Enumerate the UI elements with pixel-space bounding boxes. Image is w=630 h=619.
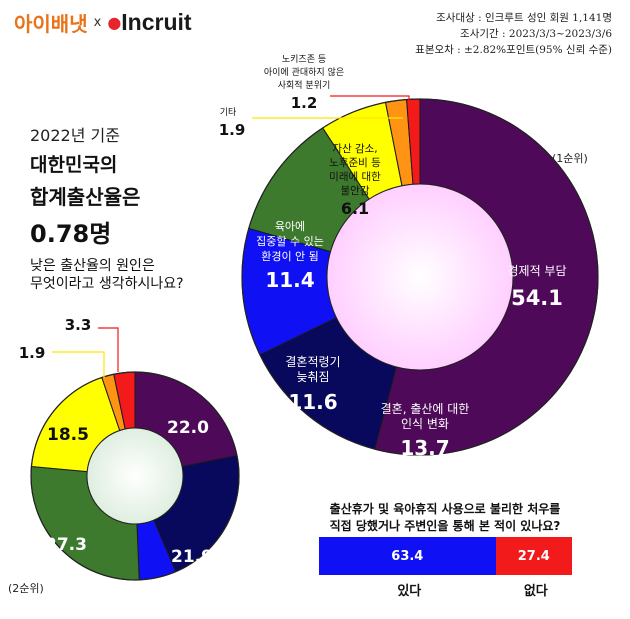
question-rate-value: 0.78명 (30, 220, 112, 248)
donut1-label-4c: 미래에 대한 (329, 171, 381, 183)
donut1-value-0: 54.1 (511, 286, 563, 310)
brand-dot-icon: ● (107, 12, 122, 32)
survey-info: 조사대상 : 인크루트 성인 회원 1,141명 조사기간 : 2023/3/3… (415, 10, 612, 58)
donut1-labels: 경제적 부담 54.1 결혼, 출산에 대한 인식 변화 13.7 결혼적령기 … (256, 220, 566, 460)
donut1-label-6c: 사회적 분위기 (278, 79, 331, 91)
donut1-value-2: 11.6 (288, 390, 337, 414)
donut1-labels-dark: 자산 감소, 노후준비 등 미래에 대한 불안감 6.1 기타 1.9 노키즈존… (219, 54, 381, 218)
donut2-value-5: 1.9 (19, 344, 46, 362)
donut1-center-hole (326, 183, 514, 371)
donut1-label-2a: 결혼적령기 (285, 355, 340, 369)
donut1-label-1a: 결혼, 출산에 대한 (381, 402, 470, 416)
brand-incruit: Incruit (121, 8, 192, 35)
rank1-label: (1순위) (552, 152, 588, 165)
donut1-label-4a: 자산 감소, (332, 143, 377, 155)
bar-question-line2: 직접 당했거나 주변인을 통해 본 적이 있나요? (329, 519, 561, 533)
donut1-label-3a: 육아에 (275, 220, 305, 233)
leader-line-nokids-2 (98, 327, 119, 372)
brand-separator: x (93, 14, 102, 30)
bar-label-yes: 있다 (397, 584, 422, 599)
question-ask-line2: 무엇이라고 생각하시나요? (30, 276, 184, 292)
question-country: 대한민국의 (30, 154, 118, 176)
donut1-label-3c: 환경이 안 됨 (261, 250, 319, 263)
survey-period: 조사기간 : 2023/3/3~2023/3/6 (460, 28, 612, 40)
stacked-bar: 63.4 27.4 (319, 537, 572, 575)
leader-line-etc-2 (52, 351, 105, 378)
donut2-value-2: 5.8 (138, 583, 165, 601)
donut1-label-5: 기타 (220, 107, 237, 118)
donut-chart-rank1 (241, 98, 599, 456)
donut2-value-6: 3.3 (65, 316, 92, 334)
bar-question: 출산휴가 및 육아휴직 사용으로 불리한 처우를 직접 당했거나 주변인을 통해… (318, 501, 572, 535)
donut2-labels: 22.0 21.9 5.8 27.3 18.5 1.9 3.3 (19, 316, 213, 601)
donut1-value-4: 6.1 (341, 199, 369, 218)
donut2-value-4: 18.5 (47, 425, 89, 445)
donut2-value-3: 27.3 (45, 535, 87, 555)
donut2-leaders (52, 327, 119, 378)
question-rate-label: 합계출산율은 (30, 185, 141, 209)
logo: 아이배냇 x ● Incruit (14, 7, 192, 37)
donut1-label-6a: 노키즈존 등 (282, 54, 326, 65)
donut1-value-1: 13.7 (400, 436, 449, 460)
donut1-label-2b: 늦춰짐 (296, 370, 329, 384)
question-ask-line1: 낮은 출산율의 원인은 (30, 258, 155, 274)
brand-ibabenet: 아이배냇 (14, 11, 88, 36)
donut-chart-rank2 (30, 371, 240, 581)
donut1-value-6: 1.2 (291, 94, 318, 112)
donut1-value-5: 1.9 (219, 121, 246, 139)
bar-segment-yes: 63.4 (319, 537, 496, 575)
rank2-label: (2순위) (8, 582, 44, 595)
donut2-value-0: 22.0 (167, 418, 209, 438)
donut1-value-3: 11.4 (265, 268, 314, 292)
donut1-label-1b: 인식 변화 (401, 417, 449, 431)
question-year: 2022년 기준 (30, 126, 120, 145)
survey-subjects: 조사대상 : 인크루트 성인 회원 1,141명 (436, 12, 612, 24)
donut1-label-6b: 아이에 관대하지 않은 (264, 67, 344, 78)
donut1-leaders (252, 95, 410, 120)
donut1-label-4d: 불안감 (341, 185, 370, 197)
donut1-label-0: 경제적 부담 (507, 264, 566, 278)
donut2-outline (30, 371, 240, 581)
leader-line-nokids-1 (330, 95, 410, 120)
survey-margin: 표본오차 : ±2.82%포인트(95% 신뢰 수준) (415, 44, 612, 56)
question-block: 2022년 기준 대한민국의 합계출산율은 0.78명 낮은 출산율의 원인은 … (30, 122, 250, 293)
bar-question-line1: 출산휴가 및 육아휴직 사용으로 불리한 처우를 (329, 502, 561, 516)
bar-label-no: 없다 (523, 584, 548, 599)
donut1-label-3b: 집중할 수 있는 (256, 235, 324, 248)
donut2-center-hole (86, 427, 184, 525)
donut1-outline (241, 98, 599, 456)
question-ask: 낮은 출산율의 원인은 무엇이라고 생각하시나요? (30, 257, 250, 293)
donut1-label-4b: 노후준비 등 (329, 157, 381, 169)
donut2-value-1: 21.9 (171, 547, 213, 567)
bar-segment-no: 27.4 (495, 537, 572, 575)
